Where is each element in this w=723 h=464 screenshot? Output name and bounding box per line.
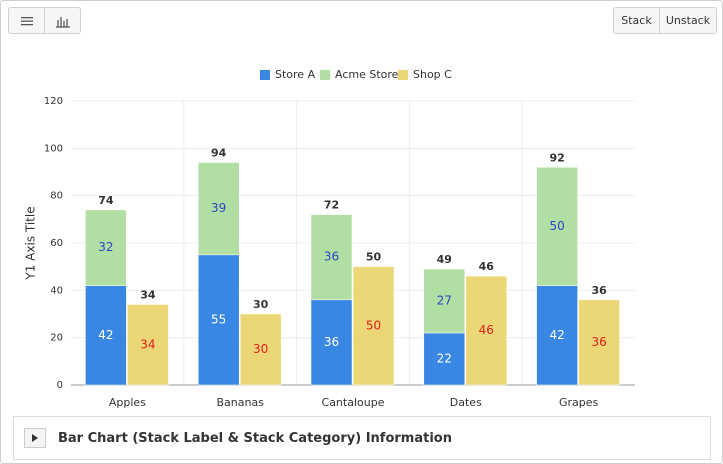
chart-icon [55, 16, 70, 28]
bar [127, 304, 169, 386]
bar [197, 254, 240, 386]
stack-total-label: 50 [366, 251, 382, 264]
stack-total-label: 46 [479, 260, 495, 273]
region-title: Bar Chart (Stack Label & Stack Category)… [58, 430, 452, 446]
stack-total-label: 34 [140, 289, 156, 302]
bar [197, 162, 240, 256]
toggle-icon [32, 434, 38, 442]
bar [423, 332, 466, 386]
y-tick-label: 120 [44, 96, 63, 107]
legend-swatch [398, 70, 408, 80]
stack-button[interactable]: Stack [613, 7, 660, 34]
chart-view-button[interactable] [44, 7, 81, 34]
legend-label: Acme Store [335, 68, 399, 81]
bar [465, 275, 508, 386]
stack-total-label: 36 [591, 284, 607, 297]
y-axis-title: Y1 Axis Title [24, 206, 38, 280]
stack-total-label: 49 [437, 253, 452, 266]
stack-total-label: 72 [324, 199, 339, 212]
x-tick-label: Apples [109, 396, 146, 409]
info-region: Bar Chart (Stack Label & Stack Category)… [13, 416, 711, 460]
data-label: 27 [437, 293, 452, 307]
data-label: 32 [98, 240, 113, 254]
stack-total-label: 92 [549, 151, 564, 164]
menu-button[interactable] [8, 7, 45, 34]
bar [85, 209, 127, 286]
stack-total-label: 74 [98, 194, 114, 207]
y-tick-label: 60 [50, 238, 63, 249]
stack-total-label: 94 [211, 147, 227, 160]
x-tick-label: Dates [450, 396, 482, 409]
data-label: 50 [549, 219, 564, 233]
bar [310, 299, 353, 386]
bar [85, 285, 127, 386]
y-tick-label: 80 [50, 191, 63, 202]
y-tick-label: 40 [50, 285, 63, 296]
bar [536, 167, 578, 286]
data-label: 50 [366, 318, 381, 332]
bar [310, 214, 353, 301]
data-label: 36 [324, 335, 339, 349]
data-label: 42 [98, 328, 113, 342]
legend-label: Shop C [413, 68, 452, 81]
x-tick-label: Grapes [559, 396, 599, 409]
data-label: 22 [437, 351, 452, 365]
chart: 0 20 40 60 80 100 120 Y1 Axis Title Store A Acme … [24, 68, 635, 409]
x-tick-label: Bananas [216, 396, 264, 409]
bar [239, 313, 282, 386]
expand-toggle[interactable] [24, 428, 46, 448]
unstack-button[interactable]: Unstack [659, 7, 717, 34]
bar [423, 268, 466, 334]
data-label: 46 [479, 323, 494, 337]
legend-swatch [320, 70, 330, 80]
y-tick-label: 20 [50, 333, 63, 344]
bar [536, 285, 578, 386]
data-label: 36 [591, 335, 606, 349]
data-label: 39 [211, 201, 226, 215]
data-label: 55 [211, 312, 226, 326]
menu-icon [20, 16, 33, 25]
legend-label: Store A [275, 68, 316, 81]
y-tick-label: 0 [57, 380, 63, 391]
stack-total-label: 30 [253, 298, 269, 311]
legend-swatch [260, 70, 270, 80]
data-label: 30 [253, 342, 268, 356]
bar [578, 299, 620, 386]
x-tick-label: Cantaloupe [322, 396, 385, 409]
data-label: 36 [324, 250, 339, 264]
data-label: 42 [549, 328, 564, 342]
bar [352, 266, 395, 386]
data-label: 34 [140, 337, 155, 351]
y-tick-label: 100 [44, 143, 63, 154]
